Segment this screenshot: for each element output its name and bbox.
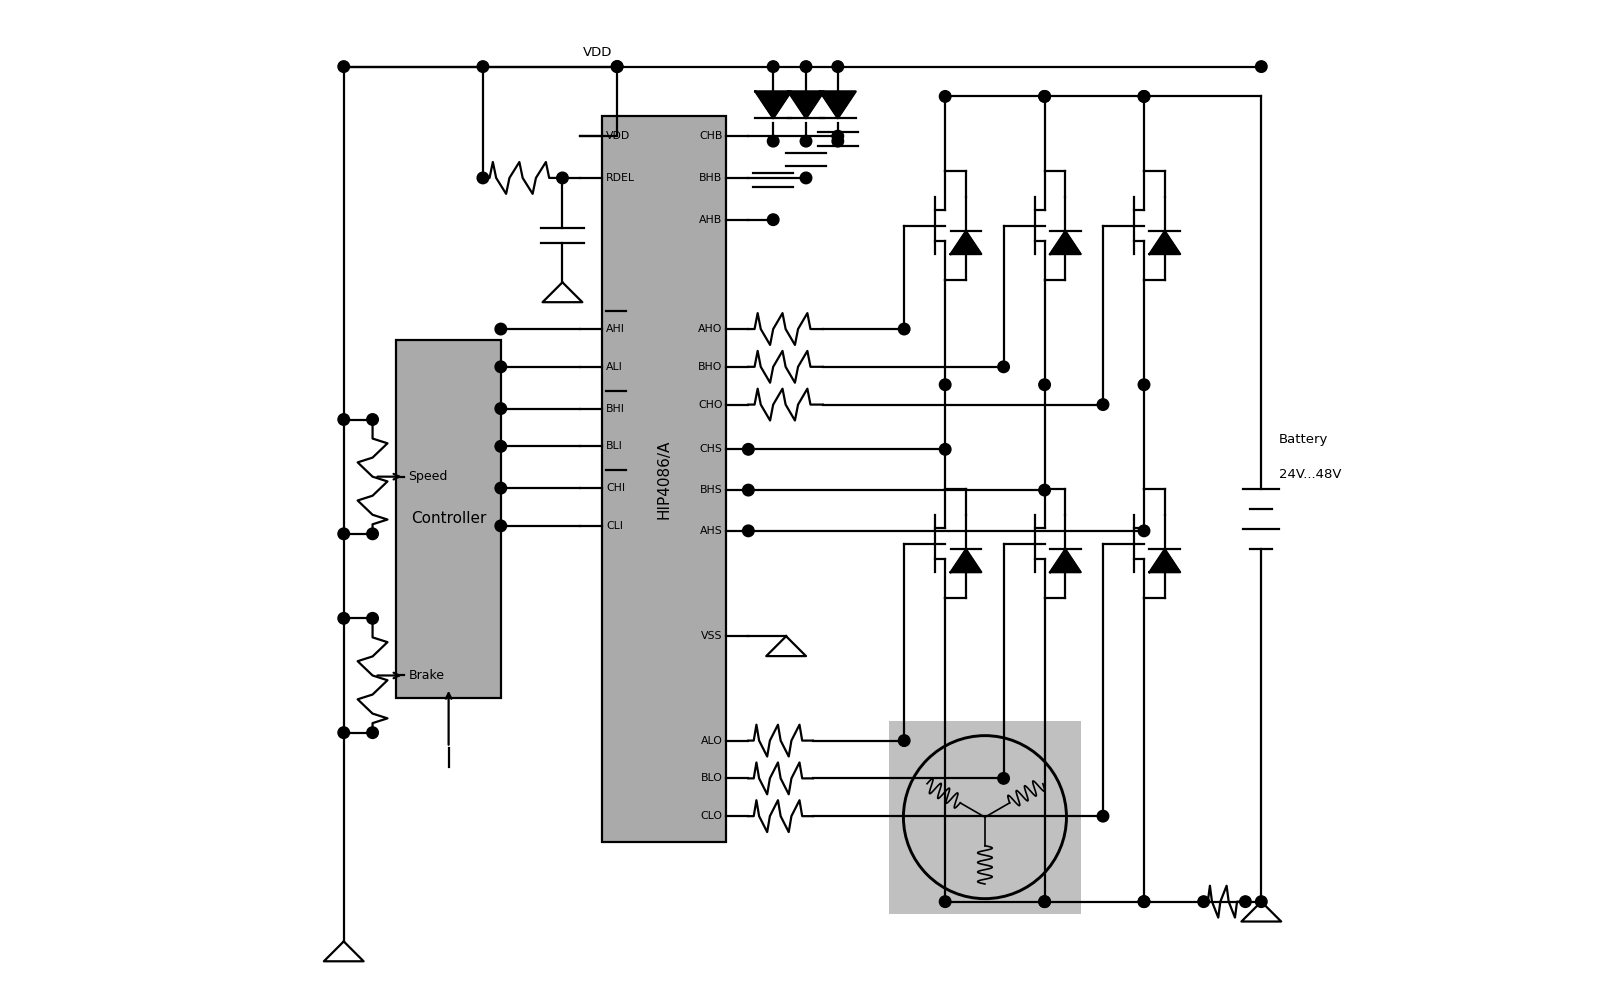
Circle shape <box>800 172 812 183</box>
Text: VDD: VDD <box>584 45 613 58</box>
Circle shape <box>1138 525 1149 536</box>
Circle shape <box>1138 896 1149 907</box>
Text: BHS: BHS <box>700 485 722 495</box>
FancyBboxPatch shape <box>603 116 727 842</box>
Circle shape <box>368 528 379 539</box>
Circle shape <box>1256 896 1267 907</box>
Text: BLI: BLI <box>606 442 624 452</box>
FancyBboxPatch shape <box>397 340 501 698</box>
Text: CLI: CLI <box>606 521 624 531</box>
Circle shape <box>940 91 951 102</box>
Circle shape <box>832 135 843 147</box>
Text: CHS: CHS <box>700 445 722 455</box>
Polygon shape <box>1149 549 1180 573</box>
Text: VSS: VSS <box>701 631 722 641</box>
Circle shape <box>495 440 506 453</box>
Circle shape <box>339 727 350 739</box>
Circle shape <box>767 60 779 73</box>
Text: 24V...48V: 24V...48V <box>1280 468 1341 481</box>
Circle shape <box>940 896 951 907</box>
Circle shape <box>611 60 622 73</box>
Text: ALI: ALI <box>606 362 624 372</box>
Circle shape <box>1038 91 1051 102</box>
Circle shape <box>495 483 506 494</box>
Text: AHO: AHO <box>698 324 722 334</box>
Text: CHO: CHO <box>698 399 722 409</box>
Circle shape <box>998 361 1009 373</box>
Text: RDEL: RDEL <box>606 173 635 182</box>
Circle shape <box>339 613 350 624</box>
Polygon shape <box>951 231 982 254</box>
Circle shape <box>940 379 951 390</box>
Polygon shape <box>1149 231 1180 254</box>
Circle shape <box>1240 896 1251 907</box>
Circle shape <box>339 528 350 539</box>
Circle shape <box>556 172 567 183</box>
Text: BHB: BHB <box>700 173 722 182</box>
Text: CHI: CHI <box>606 483 625 493</box>
Text: Battery: Battery <box>1280 432 1328 446</box>
Polygon shape <box>951 549 982 573</box>
Circle shape <box>743 484 754 496</box>
Circle shape <box>477 172 488 183</box>
Text: AHI: AHI <box>606 324 625 334</box>
Polygon shape <box>821 92 856 118</box>
Circle shape <box>1038 91 1051 102</box>
Circle shape <box>767 135 779 147</box>
Circle shape <box>339 413 350 425</box>
Circle shape <box>495 520 506 531</box>
Circle shape <box>1038 484 1051 496</box>
Circle shape <box>339 60 350 73</box>
Circle shape <box>1098 399 1109 410</box>
Circle shape <box>1098 810 1109 822</box>
Text: AHB: AHB <box>700 215 722 225</box>
Text: Speed: Speed <box>408 470 448 483</box>
Circle shape <box>800 60 812 73</box>
Circle shape <box>1256 60 1267 73</box>
Circle shape <box>495 324 506 335</box>
Circle shape <box>1138 896 1149 907</box>
Text: BLO: BLO <box>701 773 722 783</box>
Circle shape <box>767 214 779 226</box>
Polygon shape <box>788 92 824 118</box>
Circle shape <box>1138 91 1149 102</box>
Circle shape <box>743 525 754 536</box>
Text: BHO: BHO <box>698 362 722 372</box>
Circle shape <box>368 413 379 425</box>
Circle shape <box>368 613 379 624</box>
Text: CLO: CLO <box>701 811 722 822</box>
Circle shape <box>940 444 951 455</box>
Circle shape <box>1138 91 1149 102</box>
Text: CHB: CHB <box>700 131 722 141</box>
Circle shape <box>832 60 843 73</box>
Polygon shape <box>1049 549 1080 573</box>
Circle shape <box>998 772 1009 784</box>
Circle shape <box>898 324 909 335</box>
Circle shape <box>832 130 843 142</box>
Text: AHS: AHS <box>700 526 722 536</box>
Circle shape <box>495 361 506 373</box>
Text: BHI: BHI <box>606 403 625 413</box>
Circle shape <box>611 60 622 73</box>
Polygon shape <box>756 92 791 118</box>
Polygon shape <box>1049 231 1080 254</box>
Circle shape <box>1138 379 1149 390</box>
Bar <box>888 721 1082 913</box>
Circle shape <box>898 735 909 746</box>
Circle shape <box>800 135 812 147</box>
Circle shape <box>743 444 754 455</box>
Text: ALO: ALO <box>701 736 722 746</box>
Text: Controller: Controller <box>411 511 487 526</box>
Text: HIP4086/A: HIP4086/A <box>656 439 672 519</box>
Circle shape <box>1038 896 1051 907</box>
Circle shape <box>368 727 379 739</box>
Circle shape <box>1198 896 1209 907</box>
Circle shape <box>1038 896 1051 907</box>
Circle shape <box>477 60 488 73</box>
Text: Brake: Brake <box>408 669 445 682</box>
Text: VDD: VDD <box>606 131 630 141</box>
Circle shape <box>495 403 506 414</box>
Circle shape <box>1038 379 1051 390</box>
